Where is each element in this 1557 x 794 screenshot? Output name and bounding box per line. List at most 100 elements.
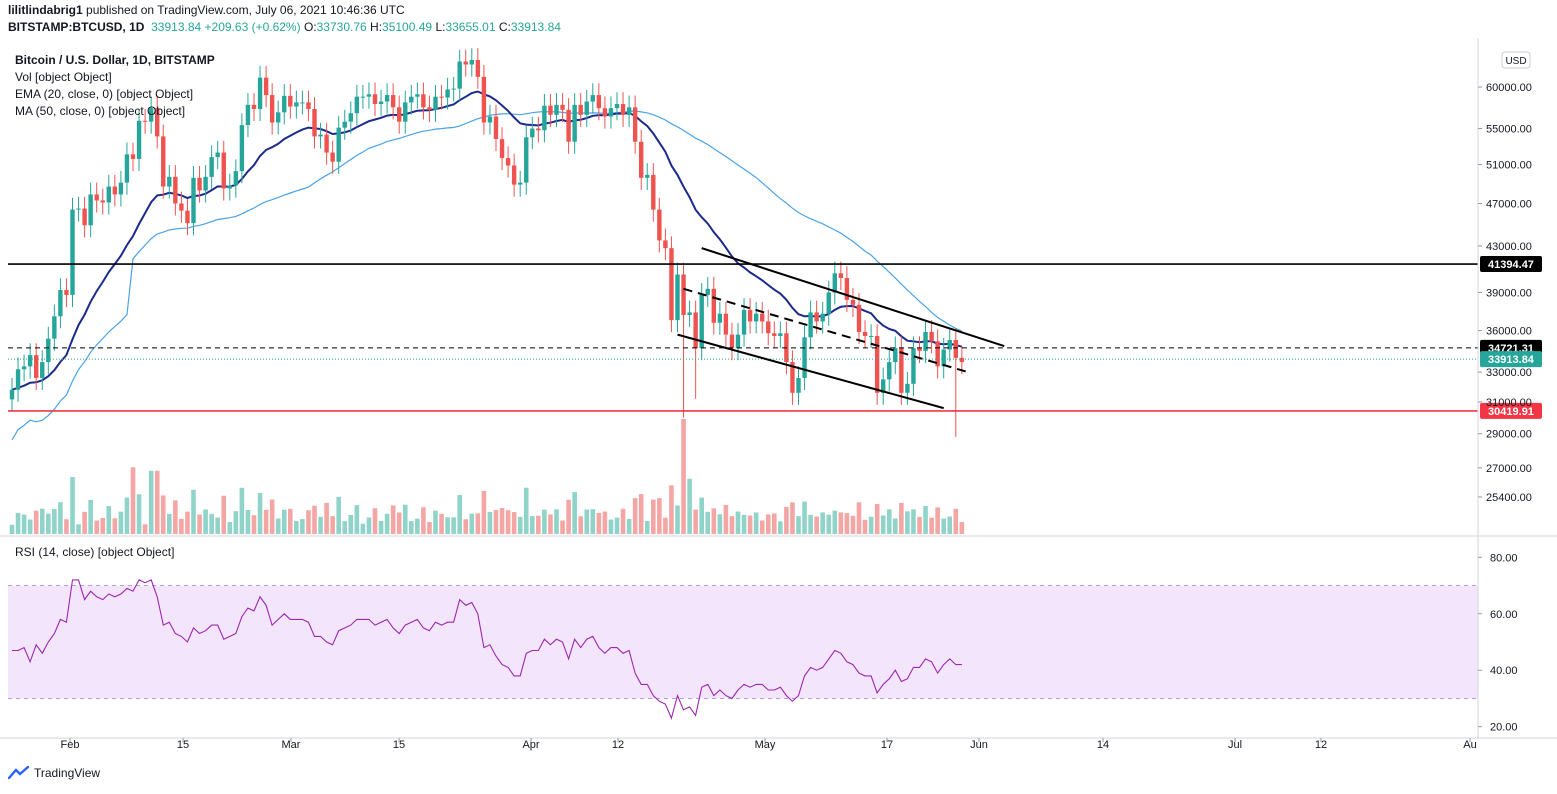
- axes: 60000.00 55000.00 51000.00 47000.00 43000.00…: [0, 38, 1557, 751]
- volume-bar: [850, 515, 856, 534]
- legend-ema: EMA (20, close, 0) [object Object]: [15, 87, 193, 101]
- currency-badge[interactable]: USD: [1505, 56, 1526, 67]
- volume-bar: [481, 490, 487, 534]
- volume-bar: [530, 516, 535, 534]
- time-tick-label: Jun: [970, 739, 988, 751]
- volume-bar: [608, 519, 614, 534]
- channel-line: [701, 247, 1005, 348]
- volume-bar: [499, 508, 505, 534]
- candle-body: [457, 61, 462, 89]
- candle-body: [263, 77, 269, 96]
- candle-body: [427, 107, 432, 110]
- volume-bar: [820, 512, 825, 534]
- volume-bar: [300, 519, 305, 534]
- candle-body: [675, 274, 680, 321]
- publish-line: lilitlindabrig1 published on TradingView…: [8, 3, 405, 17]
- volume-bar: [651, 499, 656, 534]
- candle-body: [572, 104, 577, 142]
- volume-bar: [735, 511, 741, 534]
- volume-bar: [808, 514, 813, 534]
- candle-body: [669, 248, 674, 321]
- tradingview-logo-icon[interactable]: [8, 766, 30, 780]
- channel-lines: [677, 247, 1005, 410]
- volume-bar: [433, 510, 438, 534]
- volume-bar: [596, 512, 602, 534]
- volume-bar: [76, 524, 81, 534]
- candle-body: [330, 152, 335, 162]
- candle-body: [693, 312, 698, 349]
- candle-body: [505, 158, 511, 166]
- volume-bar: [687, 478, 692, 534]
- ohlc-line: BITSTAMP:BTCUSD, 1D 33913.84 +209.63 (+0…: [8, 20, 561, 34]
- candle-body: [372, 94, 378, 105]
- volume-bar: [699, 497, 704, 534]
- volume-bar: [112, 518, 118, 534]
- volume-bar: [675, 505, 680, 534]
- price-tick-label: 25400.00: [1486, 492, 1532, 504]
- candle-body: [518, 182, 523, 185]
- candle-body: [288, 95, 293, 107]
- volume-bar: [560, 520, 565, 534]
- volume-bar: [294, 521, 299, 534]
- candle-body: [596, 95, 602, 109]
- candle-body: [699, 294, 704, 349]
- candle-body: [766, 321, 771, 334]
- volume-bar: [330, 516, 335, 534]
- author-name[interactable]: lilitlindabrig1: [8, 3, 83, 17]
- volume-bar: [354, 505, 360, 534]
- volume-bar: [130, 467, 136, 534]
- volume-bar: [263, 509, 269, 534]
- close-value: 33913.84: [510, 20, 561, 34]
- candle-body: [276, 112, 281, 123]
- volume-bar: [753, 512, 759, 534]
- footer: TradingView: [8, 766, 100, 780]
- candle-body: [820, 313, 825, 322]
- candle-body: [173, 176, 178, 204]
- candle-body: [221, 152, 226, 189]
- volume-bar: [893, 518, 898, 534]
- symbol-name: BITSTAMP:BTCUSD, 1D: [8, 20, 145, 34]
- volume-bar: [324, 502, 329, 534]
- rsi-tick-label: 60.00: [1490, 609, 1518, 621]
- candle-body: [959, 357, 965, 363]
- candle-body: [409, 96, 414, 103]
- candle-body: [614, 104, 620, 109]
- candle-body: [687, 312, 692, 315]
- candle-body: [403, 102, 408, 122]
- candle-body: [239, 125, 245, 172]
- candle-body: [233, 171, 239, 186]
- candle-body: [542, 105, 547, 131]
- rsi-tick-label: 20.00: [1490, 722, 1518, 734]
- footer-brand[interactable]: TradingView: [34, 766, 101, 780]
- volume-bar: [245, 509, 251, 534]
- price-tick-label: 60000.00: [1486, 82, 1532, 94]
- volume-bar: [348, 514, 354, 534]
- candle-body: [27, 355, 33, 367]
- candle-body: [935, 341, 940, 367]
- time-tick-label: 14: [1097, 739, 1109, 751]
- volume-bar: [275, 518, 281, 534]
- rsi-tick-label: 40.00: [1490, 665, 1518, 677]
- volume-bar: [15, 512, 21, 534]
- candle-body: [608, 108, 614, 117]
- candle-body: [530, 128, 535, 138]
- price-tick-label: 39000.00: [1486, 287, 1532, 299]
- candle-body: [300, 102, 305, 104]
- volume-bar: [917, 516, 922, 534]
- candle-body: [493, 116, 499, 140]
- currency-badge-box[interactable]: [1501, 51, 1531, 69]
- candle-body: [524, 137, 529, 183]
- candle-body: [808, 312, 813, 338]
- candle-body: [336, 127, 341, 162]
- channel-line: [683, 287, 969, 374]
- candle-body: [294, 102, 299, 107]
- volume-bar: [838, 512, 844, 534]
- candle-body: [76, 208, 81, 210]
- candle-body: [58, 290, 63, 317]
- volume-bar: [251, 515, 257, 534]
- volume-bar: [880, 515, 886, 534]
- volume-bar: [681, 419, 686, 534]
- volume-bar: [445, 517, 450, 534]
- candle-body: [753, 313, 759, 322]
